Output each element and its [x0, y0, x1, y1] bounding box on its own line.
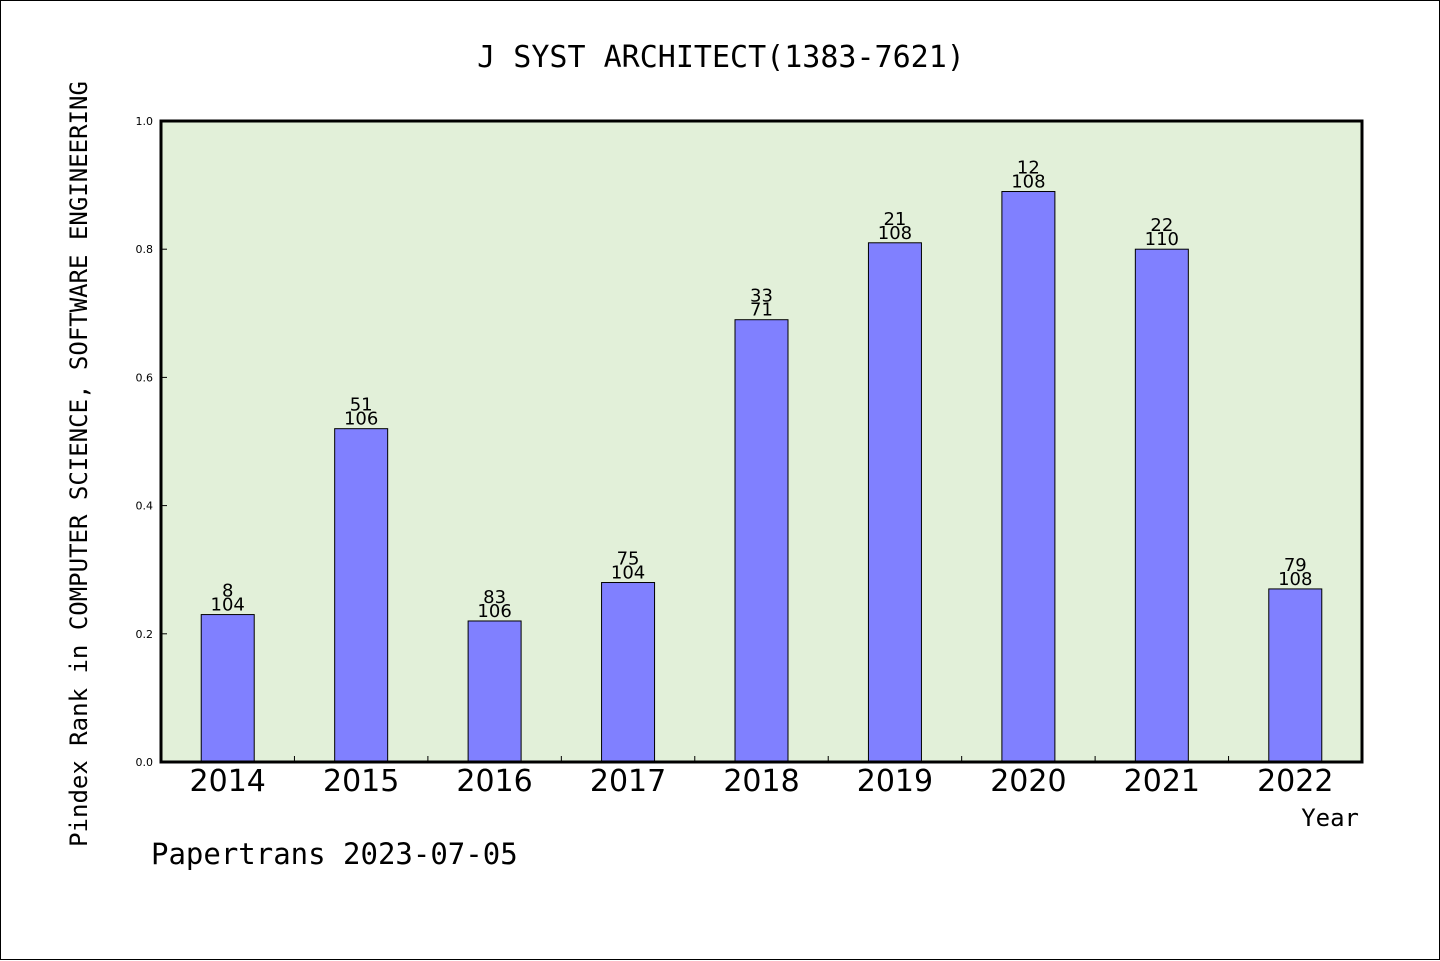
- bar-total-label-2019: 108: [878, 223, 912, 244]
- bar-total-label-2022: 108: [1278, 569, 1312, 590]
- bar-2018: [734, 319, 789, 763]
- bar-2022: [1268, 588, 1323, 763]
- y-axis-label: Pindex Rank in COMPUTER SCIENCE, SOFTWAR…: [65, 81, 93, 847]
- x-tick-label-2020: 2020: [990, 764, 1066, 799]
- bar-rank-label-2015: 51: [350, 395, 373, 416]
- plot-border: [159, 119, 1364, 764]
- bar-total-label-2016: 106: [477, 601, 511, 622]
- bar-total-label-2018: 71: [750, 300, 773, 321]
- bar-2017: [601, 582, 656, 763]
- y-tick-label: 0.6: [136, 371, 154, 384]
- y-tick-label: 0.0: [136, 756, 154, 769]
- y-axis-ticks: 0.0 0.2 0.4 0.6 0.8 1.0: [136, 115, 167, 769]
- bar-rank-label-2017: 75: [617, 549, 640, 570]
- chart-title: J SYST ARCHITECT(1383-7621): [477, 40, 965, 75]
- bar-2015: [334, 428, 389, 763]
- bar-series: [200, 191, 1323, 763]
- x-axis-tick-labels: 2014 2015 2016 2017 2018 2019 2020 2021 2022: [190, 764, 1334, 799]
- bar-rank-label-2016: 83: [483, 587, 506, 608]
- bar-rank-label-2022: 79: [1284, 555, 1307, 576]
- bar-total-label-2021: 110: [1145, 229, 1179, 250]
- x-tick-label-2014: 2014: [190, 764, 266, 799]
- y-tick-label: 0.4: [136, 500, 154, 513]
- x-tick-label-2015: 2015: [323, 764, 399, 799]
- bar-2019: [867, 242, 922, 763]
- bar-total-label-2015: 106: [344, 409, 378, 430]
- x-tick-label-2021: 2021: [1124, 764, 1200, 799]
- bar-2014: [200, 614, 255, 763]
- y-tick-label: 0.8: [136, 243, 154, 256]
- bar-total-label-2017: 104: [611, 563, 645, 584]
- bar-total-label-2020: 108: [1011, 172, 1045, 193]
- bar-2016: [467, 620, 522, 763]
- bar-rank-label-2014: 8: [222, 581, 233, 602]
- bar-rank-label-2020: 12: [1017, 158, 1040, 179]
- y-tick-label: 1.0: [136, 115, 154, 128]
- bar-rank-label-2021: 22: [1150, 215, 1173, 236]
- x-tick-label-2019: 2019: [857, 764, 933, 799]
- x-tick-label-2017: 2017: [590, 764, 666, 799]
- y-tick-label: 0.2: [136, 628, 154, 641]
- x-tick-label-2022: 2022: [1257, 764, 1333, 799]
- bar-value-labels: 8104511068310675104337121108121082211079…: [211, 158, 1313, 622]
- bar-total-label-2014: 104: [211, 595, 245, 616]
- x-axis-label: Year: [1301, 804, 1359, 832]
- bar-rank-label-2018: 33: [750, 286, 773, 307]
- bar-2020: [1001, 191, 1056, 763]
- x-tick-label-2016: 2016: [456, 764, 532, 799]
- source-footer: Papertrans 2023-07-05: [151, 837, 518, 871]
- bar-2021: [1134, 248, 1189, 763]
- x-tick-label-2018: 2018: [723, 764, 799, 799]
- bar-rank-label-2019: 21: [883, 209, 906, 230]
